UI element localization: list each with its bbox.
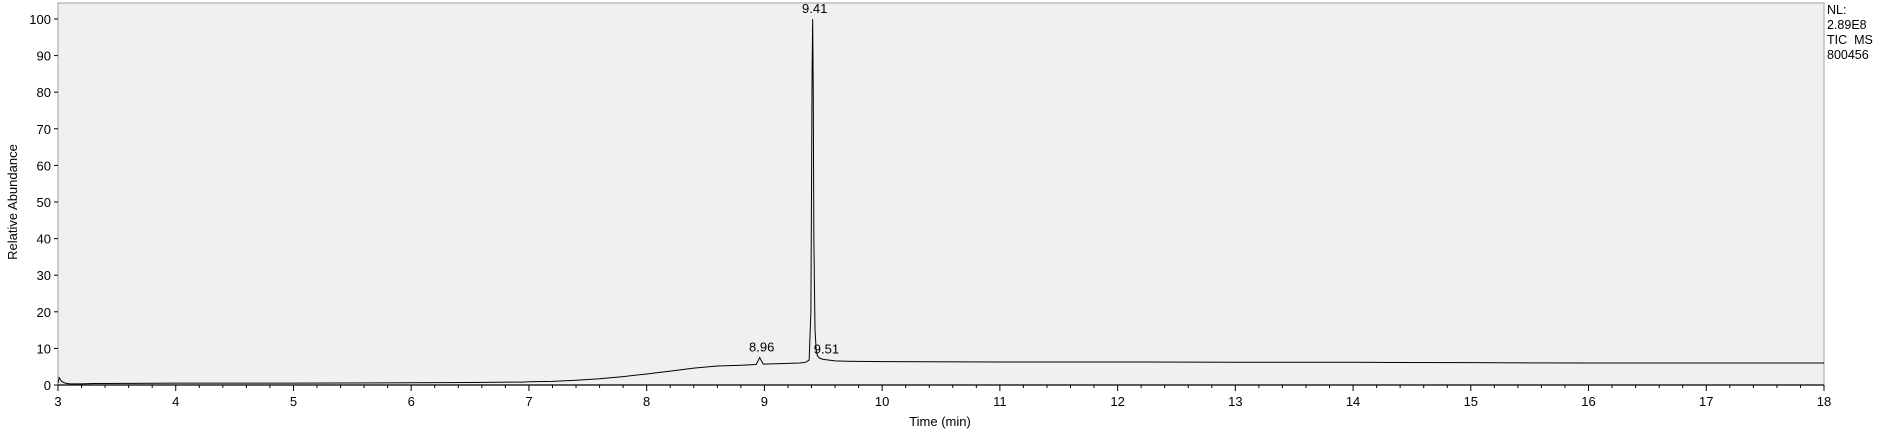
x-axis-title: Time (min) [909, 414, 971, 429]
y-axis-title: Relative Abundance [5, 144, 20, 260]
peak-label: 8.96 [749, 340, 774, 355]
info-line: 2.89E8 [1827, 18, 1867, 32]
x-tick-label: 14 [1346, 394, 1360, 409]
x-tick-label: 16 [1581, 394, 1595, 409]
x-tick-label: 10 [875, 394, 889, 409]
y-tick-label: 90 [37, 49, 51, 64]
x-tick-label: 4 [172, 394, 179, 409]
peak-label: 9.41 [802, 1, 827, 16]
y-tick-label: 100 [29, 12, 51, 27]
x-axis: 3 4 5 6 7 8 9 10 11 12 13 14 15 16 17 18 [54, 384, 1831, 409]
peak-labels: 9.41 8.96 9.51 [749, 1, 839, 356]
x-tick-label: 8 [643, 394, 650, 409]
x-tick-label: 6 [408, 394, 415, 409]
x-tick-label: 5 [290, 394, 297, 409]
y-tick-label: 50 [37, 195, 51, 210]
x-tick-label: 9 [761, 394, 768, 409]
y-tick-label: 10 [37, 341, 51, 356]
y-tick-label: 80 [37, 85, 51, 100]
y-tick-label: 30 [37, 268, 51, 283]
plot-area [57, 2, 1825, 386]
x-tick-label: 3 [54, 394, 61, 409]
y-tick-label: 70 [37, 122, 51, 137]
x-tick-label: 13 [1228, 394, 1242, 409]
y-tick-label: 20 [37, 305, 51, 320]
x-tick-label: 17 [1699, 394, 1713, 409]
x-tick-label: 11 [993, 394, 1007, 409]
tic-trace-line [57, 18, 1824, 385]
y-axis: 0 10 20 30 40 50 60 70 80 90 100 [29, 12, 58, 393]
info-line: TIC MS [1827, 33, 1873, 47]
info-line: NL: [1827, 3, 1846, 17]
x-tick-label: 18 [1817, 394, 1831, 409]
y-tick-label: 60 [37, 158, 51, 173]
x-tick-label: 12 [1110, 394, 1124, 409]
y-tick-label: 40 [37, 232, 51, 247]
x-tick-label: 15 [1464, 394, 1478, 409]
y-tick-label: 0 [44, 378, 51, 393]
info-line: 800456 [1827, 48, 1869, 62]
x-tick-label: 7 [525, 394, 532, 409]
peak-label: 9.51 [814, 341, 839, 356]
